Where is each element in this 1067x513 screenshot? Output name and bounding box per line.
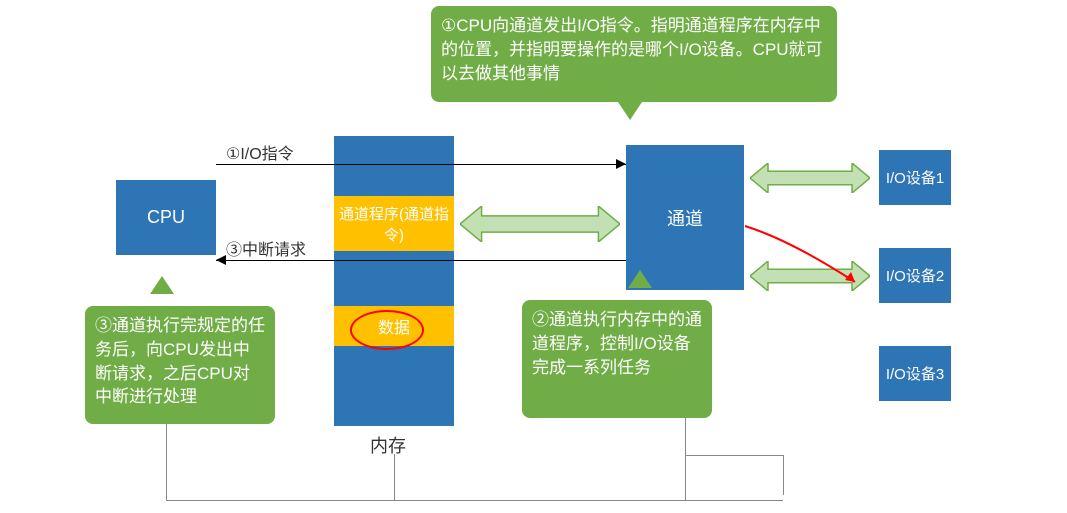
connector-hline-1 bbox=[685, 455, 783, 456]
callout-step3-tail bbox=[150, 276, 174, 294]
interrupt-arrow-head bbox=[216, 255, 226, 265]
cpu-node: CPU bbox=[116, 180, 216, 255]
io3-label: I/O设备3 bbox=[886, 363, 944, 384]
red-curve-annotation bbox=[735, 216, 935, 336]
memory-channel-arrow bbox=[460, 206, 620, 242]
memory-segment-4 bbox=[334, 346, 454, 426]
callout-step2-text: ②通道执行内存中的通道程序，控制I/O设备完成一系列任务 bbox=[532, 310, 702, 377]
callout-step2-tail bbox=[628, 270, 652, 288]
interrupt-text: ③中断请求 bbox=[226, 242, 306, 259]
interrupt-arrow bbox=[216, 260, 626, 261]
callout-step3: ③通道执行完规定的任务后，向CPU发出中断请求，之后CPU对中断进行处理 bbox=[85, 306, 275, 424]
connector-vline-0 bbox=[166, 424, 167, 500]
red-circle-annotation bbox=[350, 310, 424, 350]
io-command-text: ①I/O指令 bbox=[226, 146, 294, 163]
channel-label: 通道 bbox=[667, 205, 703, 231]
io-device-1: I/O设备1 bbox=[879, 150, 951, 205]
channel-node: 通道 bbox=[626, 145, 744, 290]
callout-step1-tail bbox=[618, 102, 642, 120]
callout-step1: ①CPU向通道发出I/O指令。指明通道程序在内存中的位置，并指明要操作的是哪个I… bbox=[431, 6, 837, 102]
io-device-3: I/O设备3 bbox=[879, 346, 951, 401]
callout-step2: ②通道执行内存中的通道程序，控制I/O设备完成一系列任务 bbox=[522, 300, 712, 418]
io1-label: I/O设备1 bbox=[886, 167, 944, 188]
io-command-label: ①I/O指令 bbox=[226, 140, 294, 164]
memory-caption-text: 内存 bbox=[370, 436, 406, 456]
callout-step3-text: ③通道执行完规定的任务后，向CPU发出中断请求，之后CPU对中断进行处理 bbox=[95, 316, 265, 406]
io-command-arrow bbox=[216, 164, 626, 165]
memory-caption: 内存 bbox=[370, 432, 406, 458]
cpu-label: CPU bbox=[147, 207, 185, 228]
memory-segment-1: 通道程序(通道指令) bbox=[334, 196, 454, 251]
interrupt-label: ③中断请求 bbox=[226, 236, 306, 260]
connector-vline-3 bbox=[783, 455, 784, 495]
io-command-arrow-head bbox=[616, 159, 626, 169]
callout-step1-text: ①CPU向通道发出I/O指令。指明通道程序在内存中的位置，并指明要操作的是哪个I… bbox=[441, 16, 823, 83]
channel-io1-arrow bbox=[750, 163, 870, 193]
connector-vline-1 bbox=[394, 454, 395, 500]
connector-vline-2 bbox=[685, 418, 686, 500]
memory-segment-0 bbox=[334, 136, 454, 196]
connector-hline-0 bbox=[166, 500, 783, 501]
